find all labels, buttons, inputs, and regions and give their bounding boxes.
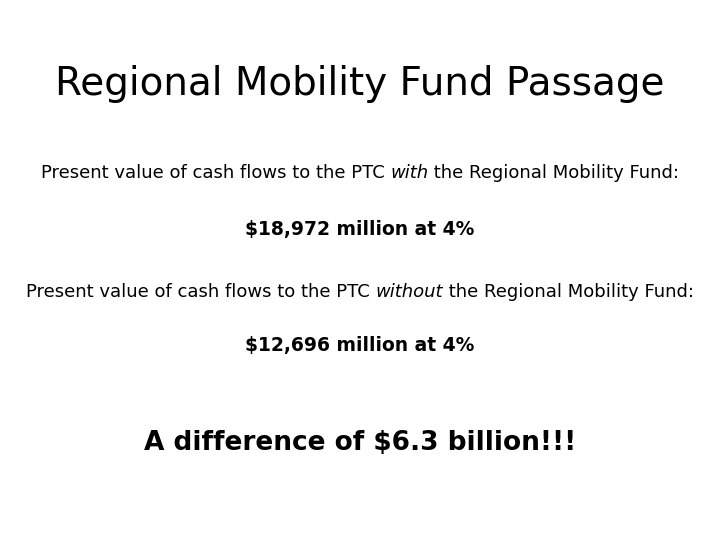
Text: the Regional Mobility Fund:: the Regional Mobility Fund: [428,164,679,182]
Text: Regional Mobility Fund Passage: Regional Mobility Fund Passage [55,65,665,103]
Text: without: without [376,282,443,301]
Text: A difference of $6.3 billion!!!: A difference of $6.3 billion!!! [144,430,576,456]
Text: the Regional Mobility Fund:: the Regional Mobility Fund: [443,282,694,301]
Text: $18,972 million at 4%: $18,972 million at 4% [246,220,474,239]
Text: $12,696 million at 4%: $12,696 million at 4% [246,336,474,355]
Text: Present value of cash flows to the PTC: Present value of cash flows to the PTC [41,164,390,182]
Text: Present value of cash flows to the PTC: Present value of cash flows to the PTC [26,282,376,301]
Text: with: with [390,164,428,182]
